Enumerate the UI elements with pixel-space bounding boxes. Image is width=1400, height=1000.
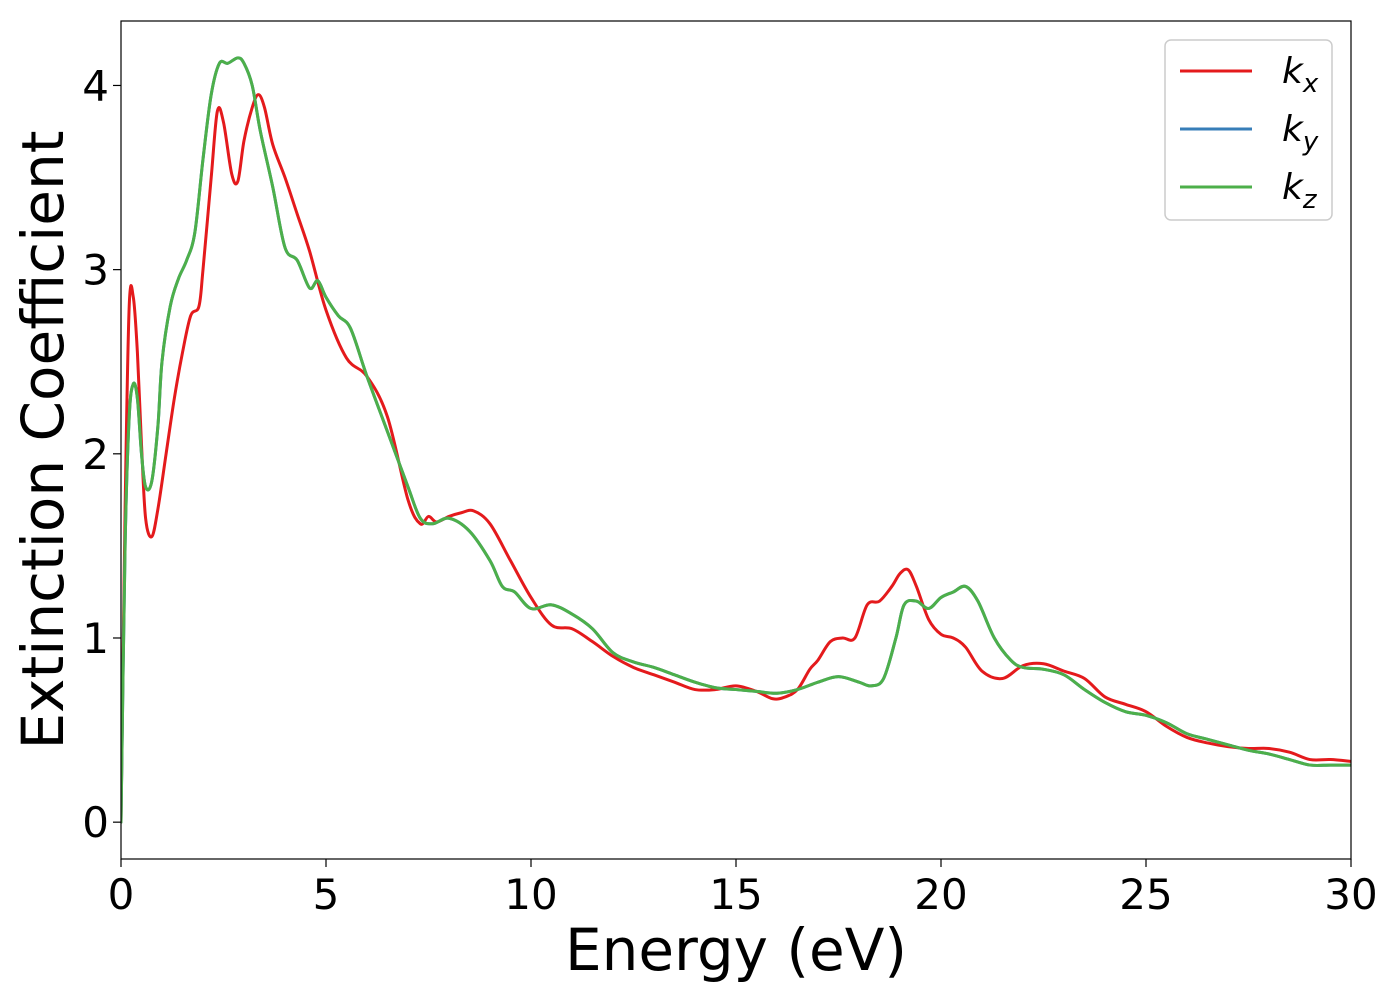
y-axis-ticks: 0 1 2 3 4 [82, 61, 121, 847]
legend-label-kz: kz [1282, 167, 1318, 215]
legend-label-ky: ky [1282, 109, 1319, 157]
x-tick-label: 25 [1119, 870, 1172, 919]
series-line-kz [121, 56, 1351, 824]
x-tick-label: 20 [914, 870, 967, 919]
legend-label-kx: kx [1282, 51, 1319, 99]
x-tick-label: 30 [1324, 870, 1377, 919]
series-line-kx [121, 93, 1351, 824]
y-tick-label: 1 [82, 614, 109, 663]
x-tick-label: 10 [504, 870, 557, 919]
x-tick-label: 15 [709, 870, 762, 919]
x-axis-label: Energy (eV) [565, 916, 907, 984]
y-tick-label: 0 [82, 798, 109, 847]
y-axis-label: Extinction Coefficient [9, 131, 77, 750]
legend: kx ky kz [1164, 39, 1333, 221]
series-layer [121, 56, 1351, 824]
x-axis-ticks: 0 5 10 15 20 25 30 [108, 859, 1378, 919]
plot-area [121, 21, 1351, 859]
x-tick-label: 0 [108, 870, 135, 919]
y-tick-label: 3 [82, 246, 109, 295]
y-tick-label: 2 [82, 430, 109, 479]
y-tick-label: 4 [82, 61, 109, 110]
x-tick-label: 5 [313, 870, 340, 919]
